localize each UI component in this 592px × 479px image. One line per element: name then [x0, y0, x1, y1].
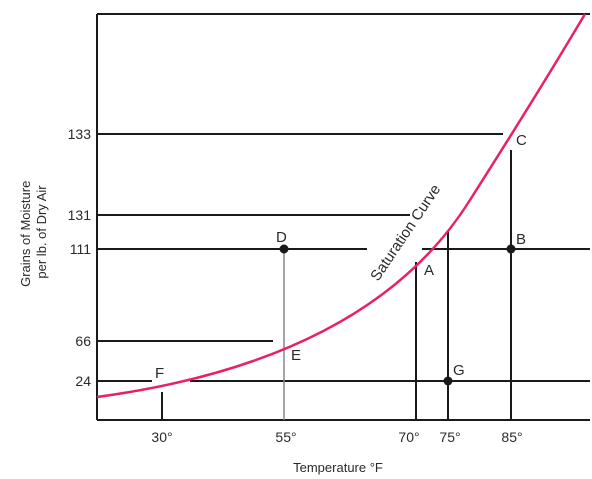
x-tick-30: 30°	[151, 429, 172, 445]
point-g-marker	[443, 376, 453, 386]
y-tick-131: 131	[68, 207, 92, 223]
point-d-marker	[279, 244, 289, 254]
x-tick-labels: 30° 55° 70° 75° 85°	[151, 429, 522, 445]
saturation-curve	[96, 13, 587, 399]
y-tick-133: 133	[68, 126, 92, 142]
point-label-c: C	[516, 132, 527, 149]
point-label-f: F	[155, 365, 164, 382]
y-axis-title: Grains of Moisture per lb. of Dry Air	[18, 177, 49, 287]
y-tick-111: 111	[70, 241, 91, 257]
point-label-g: G	[453, 362, 465, 379]
y-tick-labels: 133 131 111 66 24	[68, 126, 92, 389]
vertical-lines	[161, 150, 512, 420]
y-tick-66: 66	[75, 333, 91, 349]
point-label-b: B	[516, 231, 526, 248]
x-tick-85: 85°	[501, 429, 522, 445]
point-b-marker	[506, 244, 516, 254]
y-tick-24: 24	[75, 373, 91, 389]
point-label-a: A	[424, 262, 434, 279]
x-tick-55: 55°	[275, 429, 296, 445]
point-markers	[279, 244, 516, 386]
point-labels: A B C D E F G	[155, 132, 527, 382]
point-label-d: D	[276, 229, 287, 246]
horizontal-lines	[97, 133, 590, 382]
x-tick-75: 75°	[439, 429, 460, 445]
point-label-e: E	[291, 347, 301, 364]
x-axis-title: Temperature °F	[293, 460, 383, 475]
chart-frame	[96, 13, 590, 421]
x-tick-70: 70°	[398, 429, 419, 445]
